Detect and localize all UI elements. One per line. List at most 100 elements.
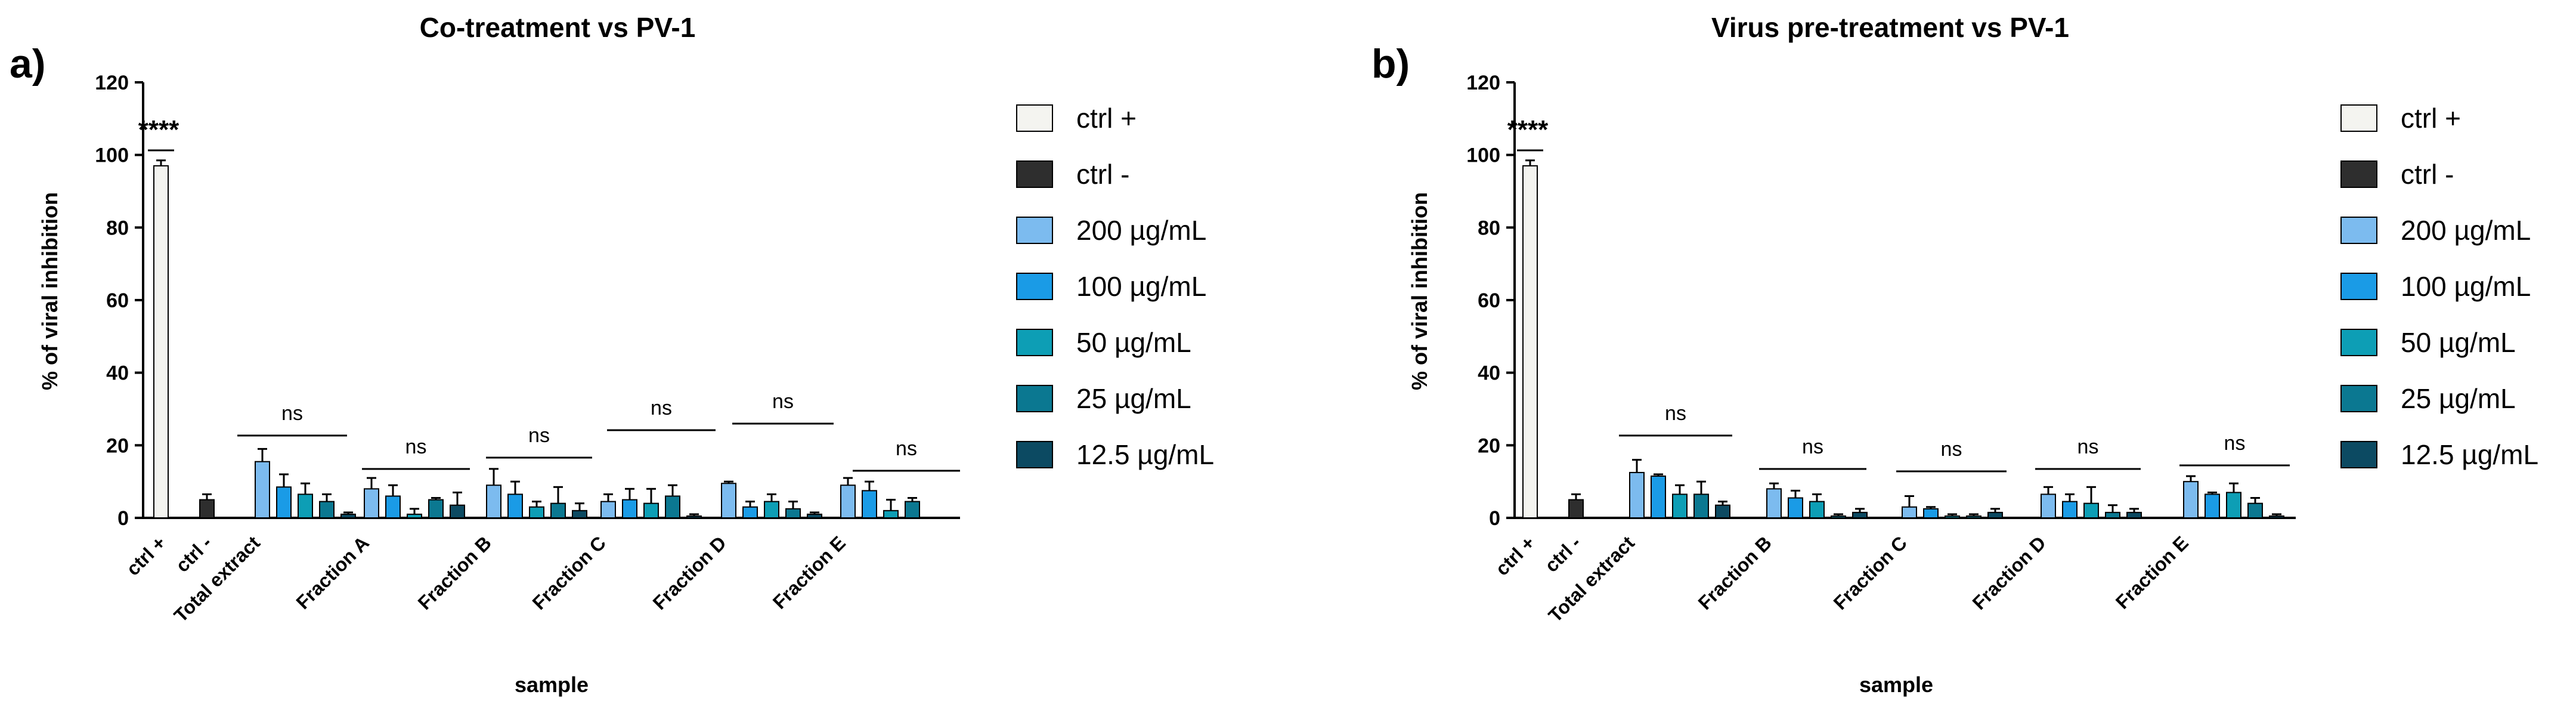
- bar: [840, 484, 856, 518]
- significance-label: ns: [1802, 436, 1823, 458]
- bar: [2126, 511, 2142, 518]
- bar: [1672, 493, 1688, 518]
- bar: [2226, 492, 2241, 519]
- legend-swatch: [1016, 160, 1053, 188]
- legend-swatch: [1016, 217, 1053, 244]
- legend-swatch: [2340, 385, 2377, 412]
- bar: [298, 493, 313, 518]
- legend: ctrl + ctrl - 200 µg/mL 100 µg/mL 50 µg/mL 25…: [1016, 103, 1214, 470]
- x-tick-label: ctrl -: [1540, 532, 1584, 576]
- x-axis-label: sample: [515, 672, 589, 697]
- legend-label: 12.5 µg/mL: [1076, 439, 1214, 470]
- bar: [340, 513, 356, 519]
- bar: [450, 504, 465, 518]
- bar: [2062, 501, 2077, 518]
- legend-label: 200 µg/mL: [1076, 215, 1206, 246]
- bar: [276, 486, 292, 519]
- significance-label: ns: [528, 424, 550, 447]
- panel-label: b): [1371, 41, 1410, 87]
- significance-label: ns: [772, 390, 794, 413]
- bar: [486, 484, 501, 518]
- y-tick-label: 100: [1466, 144, 1500, 167]
- y-tick-label: 20: [106, 434, 129, 457]
- x-tick-label: Fraction D: [649, 532, 730, 613]
- panel-b: b) Virus pre-treatment vs PV-1 % of vira…: [1371, 12, 2538, 697]
- bar: [1629, 471, 1645, 518]
- legend-swatch: [2340, 329, 2377, 356]
- bar: [1831, 515, 1846, 518]
- bar: [1715, 504, 1730, 518]
- bar: [1987, 511, 2003, 518]
- legend-label: 100 µg/mL: [1076, 271, 1206, 302]
- chart-title: Co-treatment vs PV-1: [420, 12, 696, 43]
- y-axis-label: % of viral inhibition: [38, 192, 62, 390]
- bar: [199, 499, 215, 518]
- bar: [1809, 501, 1825, 518]
- bar: [665, 495, 680, 518]
- y-tick-label: 40: [106, 362, 129, 385]
- legend-swatch: [1016, 441, 1053, 468]
- legend-label: 12.5 µg/mL: [2401, 439, 2538, 470]
- legend-swatch: [2340, 160, 2377, 188]
- y-tick-label: 0: [1489, 507, 1500, 530]
- x-axis-label: sample: [1859, 672, 1933, 697]
- x-tick-label: Fraction C: [1829, 532, 1911, 613]
- y-tick-label: 60: [106, 289, 129, 312]
- y-tick-label: 100: [95, 144, 129, 167]
- bar: [742, 506, 758, 518]
- significance-label: ns: [896, 437, 917, 460]
- y-tick-label: 120: [1466, 72, 1500, 94]
- x-tick-label: ctrl +: [122, 532, 170, 579]
- bar: [385, 495, 401, 518]
- bar: [785, 508, 801, 519]
- legend-label: ctrl +: [2401, 103, 2461, 134]
- significance-label: ****: [138, 115, 179, 144]
- bar: [764, 501, 779, 518]
- x-tick-label: Fraction E: [2111, 532, 2193, 613]
- bar: [862, 490, 877, 518]
- bar: [1852, 511, 1868, 518]
- significance-label: ns: [281, 402, 303, 425]
- y-tick-label: 80: [1478, 217, 1500, 239]
- bar: [1966, 515, 1981, 518]
- bar: [529, 506, 544, 518]
- bar: [507, 493, 523, 518]
- bar: [2083, 502, 2099, 519]
- legend-swatch: [1016, 273, 1053, 300]
- y-tick-label: 0: [117, 507, 129, 530]
- bar: [622, 499, 637, 518]
- bar: [686, 515, 702, 518]
- bar: [883, 510, 899, 518]
- bar: [2247, 502, 2263, 519]
- plot-area: 0 20 40 60 80 100 120 ctrl + ctrl -Total extract…: [95, 72, 960, 626]
- legend-label: 50 µg/mL: [2401, 327, 2516, 358]
- x-tick-label: Fraction A: [292, 532, 373, 613]
- legend-swatch: [2340, 441, 2377, 468]
- bar: [1693, 493, 1709, 518]
- y-tick-label: 40: [1478, 362, 1500, 385]
- x-tick-label: Fraction D: [1968, 532, 2050, 613]
- bar: [1568, 499, 1584, 518]
- y-tick-label: 80: [106, 217, 129, 239]
- significance-label: ns: [2077, 436, 2099, 458]
- legend-label: 25 µg/mL: [1076, 383, 1191, 414]
- bar: [1766, 488, 1782, 518]
- x-tick-label: Fraction B: [1694, 532, 1776, 613]
- legend-swatch: [2340, 273, 2377, 300]
- bar: [2269, 515, 2284, 518]
- bar: [1788, 497, 1803, 519]
- bar: [1923, 508, 1939, 519]
- bar: [1945, 515, 1960, 518]
- bar: [1522, 165, 1538, 518]
- bar: [319, 501, 335, 518]
- legend-label: 25 µg/mL: [2401, 383, 2516, 414]
- significance-label: ns: [1665, 402, 1686, 425]
- x-tick-label: ctrl +: [1491, 532, 1539, 579]
- bar: [643, 502, 659, 519]
- chart-title: Virus pre-treatment vs PV-1: [1711, 12, 2069, 43]
- bar: [572, 510, 587, 518]
- y-tick-label: 60: [1478, 289, 1500, 312]
- bar: [600, 501, 616, 518]
- significance-label: ns: [2224, 432, 2246, 455]
